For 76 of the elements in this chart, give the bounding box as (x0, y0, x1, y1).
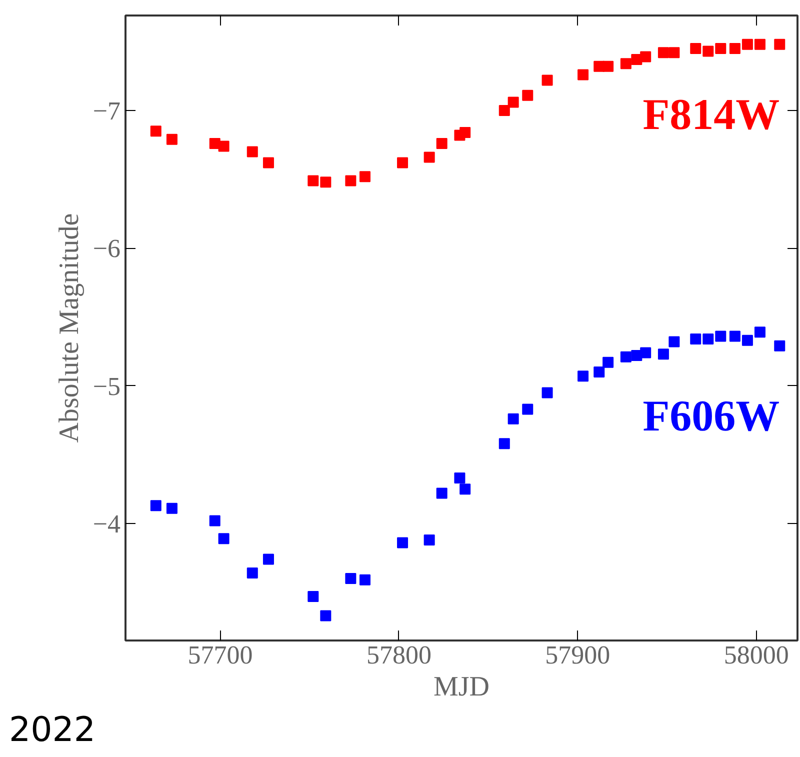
point (460, 127, 471, 138)
point (754, 38, 766, 50)
point (209, 515, 220, 526)
point (498, 438, 510, 450)
point (150, 126, 162, 137)
x-axis-title: MJD (433, 672, 490, 702)
y-tick-label: −4 (92, 509, 121, 538)
point (345, 175, 356, 186)
y-tick-label: −5 (92, 372, 121, 401)
point (460, 484, 471, 495)
x-tick-label: 57700 (188, 640, 253, 670)
series-label: F814W (642, 90, 780, 139)
point (729, 330, 740, 342)
point (345, 573, 356, 584)
point (218, 140, 230, 152)
point (262, 554, 274, 565)
point (602, 356, 614, 368)
point (498, 104, 510, 116)
x-tick-label: 58000 (724, 640, 789, 670)
x-tick-label: 57800 (366, 640, 432, 670)
point (620, 58, 632, 70)
point (397, 537, 408, 548)
point (424, 534, 435, 546)
point (508, 96, 519, 108)
point (320, 176, 332, 188)
point (668, 47, 680, 58)
point (436, 138, 448, 150)
point (715, 43, 726, 54)
point (754, 326, 766, 338)
point (658, 348, 669, 360)
point (602, 60, 614, 72)
point (359, 171, 370, 182)
point (658, 47, 669, 58)
y-axis-title: Absolute Magnitude (54, 213, 85, 443)
point (166, 134, 178, 145)
point (397, 157, 408, 168)
point (246, 568, 258, 579)
series-label: F606W (642, 391, 780, 440)
point (166, 502, 178, 514)
point (774, 38, 786, 50)
point (542, 387, 553, 398)
point (742, 334, 753, 346)
y-tick-label: −6 (92, 234, 121, 264)
text: 2022 (9, 710, 96, 750)
point (308, 590, 319, 602)
point (620, 351, 632, 362)
point (522, 404, 534, 415)
point (218, 533, 230, 544)
point (578, 69, 589, 80)
point (522, 90, 534, 101)
point (668, 336, 680, 348)
point (702, 334, 714, 345)
point (690, 334, 702, 345)
point (774, 340, 786, 352)
point (702, 46, 714, 57)
point (594, 366, 605, 378)
y-tick-label: −7 (92, 96, 121, 126)
point (690, 43, 702, 54)
point (359, 574, 370, 586)
point (729, 43, 740, 54)
point (436, 488, 448, 499)
point (424, 152, 435, 163)
point (150, 500, 162, 512)
point (542, 74, 553, 86)
point (246, 146, 258, 158)
point (578, 370, 589, 382)
point (508, 413, 519, 424)
point (262, 157, 274, 168)
point (308, 175, 319, 186)
point (742, 38, 753, 50)
point (454, 472, 466, 484)
point (640, 51, 652, 62)
point (320, 610, 332, 622)
x-tick-label: 57900 (545, 640, 610, 670)
point (715, 330, 726, 342)
point (640, 347, 652, 358)
